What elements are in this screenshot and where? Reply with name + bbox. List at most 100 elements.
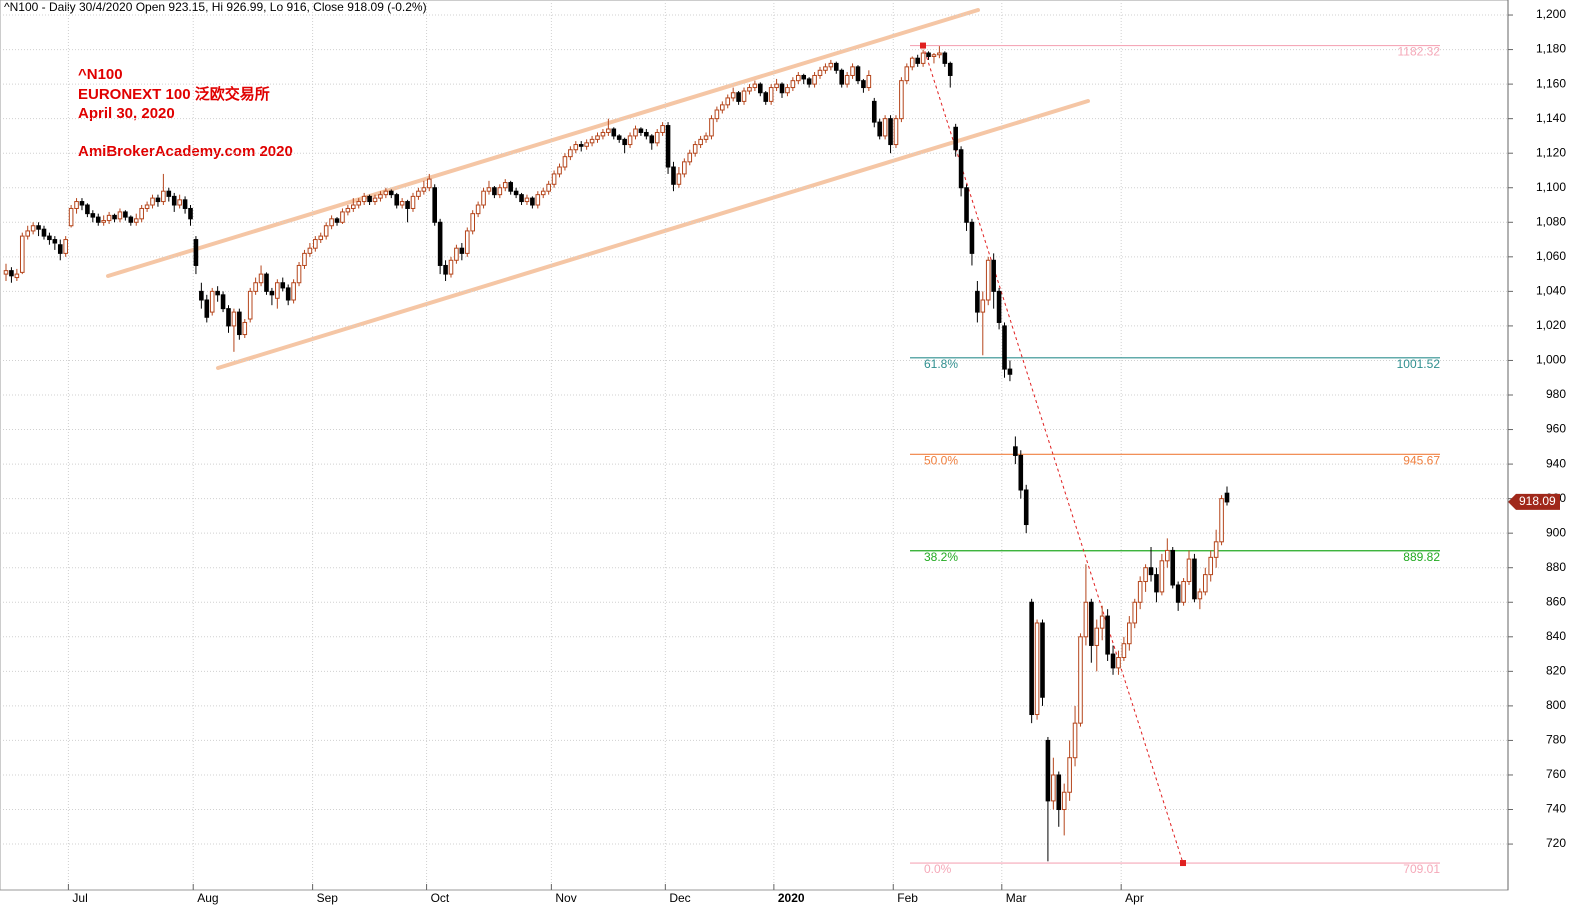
candle-body [285, 287, 291, 301]
candle-body [790, 80, 796, 89]
candle-body [253, 282, 258, 292]
candle-body [57, 244, 63, 254]
candle-body [1170, 549, 1176, 586]
fib-pct-label: 38.2% [924, 550, 958, 564]
candle-body [36, 225, 41, 230]
y-tick-label: 1,020 [1536, 318, 1566, 332]
candle-body [475, 204, 481, 215]
candle-body [551, 173, 557, 185]
candle-body [926, 52, 931, 57]
candle-body [882, 118, 888, 137]
candle-body [14, 273, 20, 279]
candle-body [1208, 556, 1214, 576]
candle-body [340, 211, 345, 223]
candle-body [530, 197, 535, 206]
candle-body [1175, 584, 1181, 603]
candle-body [828, 62, 834, 68]
y-tick-label: 1,100 [1536, 180, 1566, 194]
candle-body [1013, 446, 1018, 456]
channel-lower [216, 99, 1090, 370]
candle-body [443, 264, 448, 275]
candle-body [383, 190, 389, 196]
candle-body [215, 290, 220, 296]
y-tick-label: 720 [1546, 836, 1566, 850]
candle-body [964, 187, 969, 223]
candle-body [839, 69, 845, 85]
candle-body [329, 218, 334, 227]
candle-body [899, 80, 904, 120]
candle-body [361, 195, 367, 203]
candle-body [660, 125, 665, 133]
candle-body [139, 207, 144, 220]
candle-body [611, 128, 617, 137]
x-tick-label: Feb [897, 891, 918, 905]
candle-body [1067, 757, 1072, 793]
candle-body [231, 311, 237, 327]
candle-body [448, 259, 454, 275]
candle-body [736, 92, 741, 102]
candle-body [1029, 601, 1034, 716]
candle-body [388, 190, 394, 196]
candle-body [638, 128, 644, 133]
candle-body [508, 182, 513, 192]
annotation: EURONEXT 100 泛欧交易所 [78, 85, 270, 103]
x-tick-label: Aug [197, 891, 218, 905]
y-tick-label: 1,160 [1536, 76, 1566, 90]
x-tick-label: Jul [72, 891, 87, 905]
y-tick-label: 840 [1546, 629, 1566, 643]
candle-body [649, 135, 655, 144]
candle-body [481, 190, 486, 206]
fib-value-label: 1001.52 [1397, 357, 1441, 371]
candle-body [492, 187, 497, 196]
candle-body [730, 92, 736, 99]
candle-body [763, 92, 769, 102]
candle-body [996, 290, 1002, 323]
y-tick-label: 980 [1546, 387, 1566, 401]
candle-body [714, 109, 720, 120]
candle-body [513, 190, 519, 196]
y-tick-label: 960 [1546, 422, 1566, 436]
candle-body [1165, 549, 1170, 562]
candle-body [1045, 739, 1051, 802]
candle-body [627, 135, 633, 146]
candle-body [258, 273, 264, 284]
candle-body [758, 83, 763, 94]
candle-body [432, 187, 438, 223]
candle-body [616, 135, 622, 140]
candle-body [909, 57, 915, 68]
candle-body [264, 273, 269, 292]
candle-body [356, 201, 362, 206]
candle-body [524, 197, 530, 203]
candle-body [953, 126, 958, 151]
y-tick-label: 780 [1546, 733, 1566, 747]
candle-body [112, 214, 117, 220]
candle-body [74, 201, 79, 209]
swing-point [1180, 860, 1186, 867]
candle-body [546, 183, 551, 192]
y-tick-label: 820 [1546, 664, 1566, 678]
y-tick-label: 1,180 [1536, 42, 1566, 56]
candle-body [535, 194, 541, 206]
candle-body [128, 216, 134, 223]
candle-body [806, 78, 812, 85]
candle-body [1116, 657, 1121, 669]
candle-body [323, 225, 329, 237]
candle-body [774, 83, 779, 89]
candle-body [1061, 791, 1067, 811]
candle-body [584, 142, 589, 147]
candle-body [150, 197, 155, 206]
fib-value-label: 889.82 [1403, 550, 1440, 564]
candle-body [622, 138, 627, 146]
candle-body [1105, 615, 1110, 655]
candle-body [698, 138, 703, 146]
candle-body [562, 156, 568, 168]
candle-body [1143, 567, 1148, 583]
candle-body [920, 52, 926, 64]
candle-body [351, 204, 356, 209]
candle-body [600, 131, 606, 137]
candle-body [177, 199, 182, 206]
candle-body [1202, 574, 1208, 593]
candle-body [817, 69, 823, 76]
